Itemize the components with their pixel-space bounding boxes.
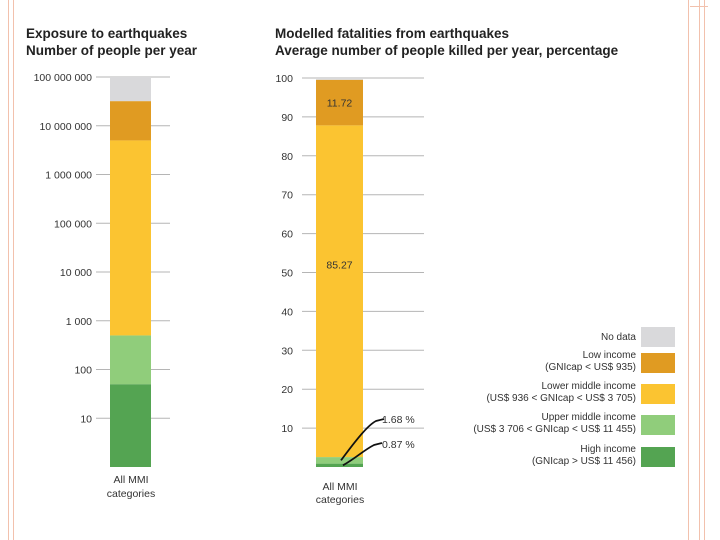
left-category-label-line1: All MMI	[114, 474, 149, 486]
left-chart-title: Exposure to earthquakes	[26, 26, 187, 41]
left-chart-subtitle: Number of people per year	[26, 43, 198, 58]
left-category-label-line2: categories	[107, 488, 155, 500]
legend-label-low-income: Low income	[583, 350, 637, 361]
right-bar-no-data	[316, 78, 363, 80]
left-tick-label: 100	[74, 365, 92, 377]
legend-swatch-upper-middle-income	[641, 415, 675, 435]
right-tick-label: 80	[281, 151, 293, 163]
legend-range-lower-middle-income: (US$ 936 < GNIcap < US$ 3 705)	[486, 393, 636, 404]
legend: No data Low income(GNIcap < US$ 935) Lower…	[473, 327, 675, 467]
left-bar-high-income	[110, 384, 151, 467]
left-tick-label: 10	[80, 413, 92, 425]
legend-swatch-low-income	[641, 353, 675, 373]
legend-swatch-lower-middle-income	[641, 384, 675, 404]
right-chart-title: Modelled fatalities from earthquakes	[275, 26, 509, 41]
legend-swatch-no-data	[641, 327, 675, 347]
left-chart: 100 000 000 10 000 000 1 000 000 100 000 10 …	[34, 72, 170, 467]
right-bar-lower-middle-income	[316, 125, 363, 458]
right-tick-label: 50	[281, 268, 293, 280]
right-tick-label: 90	[281, 112, 293, 124]
legend-label-high-income: High income	[580, 444, 636, 455]
right-tick-label: 40	[281, 306, 293, 318]
right-tick-label: 20	[281, 384, 293, 396]
left-tick-label: 1 000 000	[45, 170, 92, 182]
right-callout-label-high-income: 0.87 %	[382, 439, 415, 451]
right-tick-label: 70	[281, 190, 293, 202]
right-chart: 100 90 80 70 60 50 40 30 20 10 85.27 11.72 1.68 % 0.8…	[275, 73, 424, 467]
right-callout-line-upper-middle-income	[340, 418, 385, 461]
left-tick-label: 100 000	[54, 218, 92, 230]
right-callout-line-high-income	[342, 442, 383, 467]
legend-range-upper-middle-income: (US$ 3 706 < GNIcap < US$ 11 455)	[473, 424, 636, 435]
legend-swatch-high-income	[641, 447, 675, 467]
slide-border-right	[688, 0, 700, 540]
right-callout-label-upper-middle-income: 1.68 %	[382, 414, 415, 426]
slide-border-right-inner	[704, 0, 708, 540]
left-tick-label: 10 000	[60, 267, 92, 279]
left-bar-lower-middle-income	[110, 140, 151, 336]
slide-border-top-mark	[690, 6, 708, 7]
right-data-label-lower-middle-income: 85.27	[326, 260, 352, 272]
left-bar-no-data	[110, 77, 151, 102]
left-tick-label: 10 000 000	[39, 121, 92, 133]
right-data-label-low-income: 11.72	[327, 98, 353, 110]
right-tick-label: 30	[281, 345, 293, 357]
left-tick-label: 1 000	[66, 316, 92, 328]
left-bar-upper-middle-income	[110, 335, 151, 385]
right-bar-low-income	[316, 79, 363, 126]
legend-label-lower-middle-income: Lower middle income	[542, 381, 637, 392]
legend-label-upper-middle-income: Upper middle income	[542, 412, 637, 423]
right-bar-upper-middle-income	[316, 457, 363, 464]
left-bar-low-income	[110, 101, 151, 141]
right-category-label-line1: All MMI	[323, 481, 358, 493]
right-bar-high-income	[316, 463, 363, 467]
legend-range-high-income: (GNIcap > US$ 11 456)	[532, 456, 636, 467]
right-tick-label: 60	[281, 229, 293, 241]
right-tick-label: 100	[275, 73, 293, 85]
right-tick-label: 10	[281, 423, 293, 435]
right-category-label-line2: categories	[316, 494, 364, 506]
legend-label-no-data: No data	[601, 332, 636, 343]
legend-range-low-income: (GNIcap < US$ 935)	[545, 362, 636, 373]
right-chart-subtitle: Average number of people killed per year…	[275, 43, 619, 58]
left-tick-label: 100 000 000	[34, 72, 93, 84]
slide-border-left	[8, 0, 14, 540]
